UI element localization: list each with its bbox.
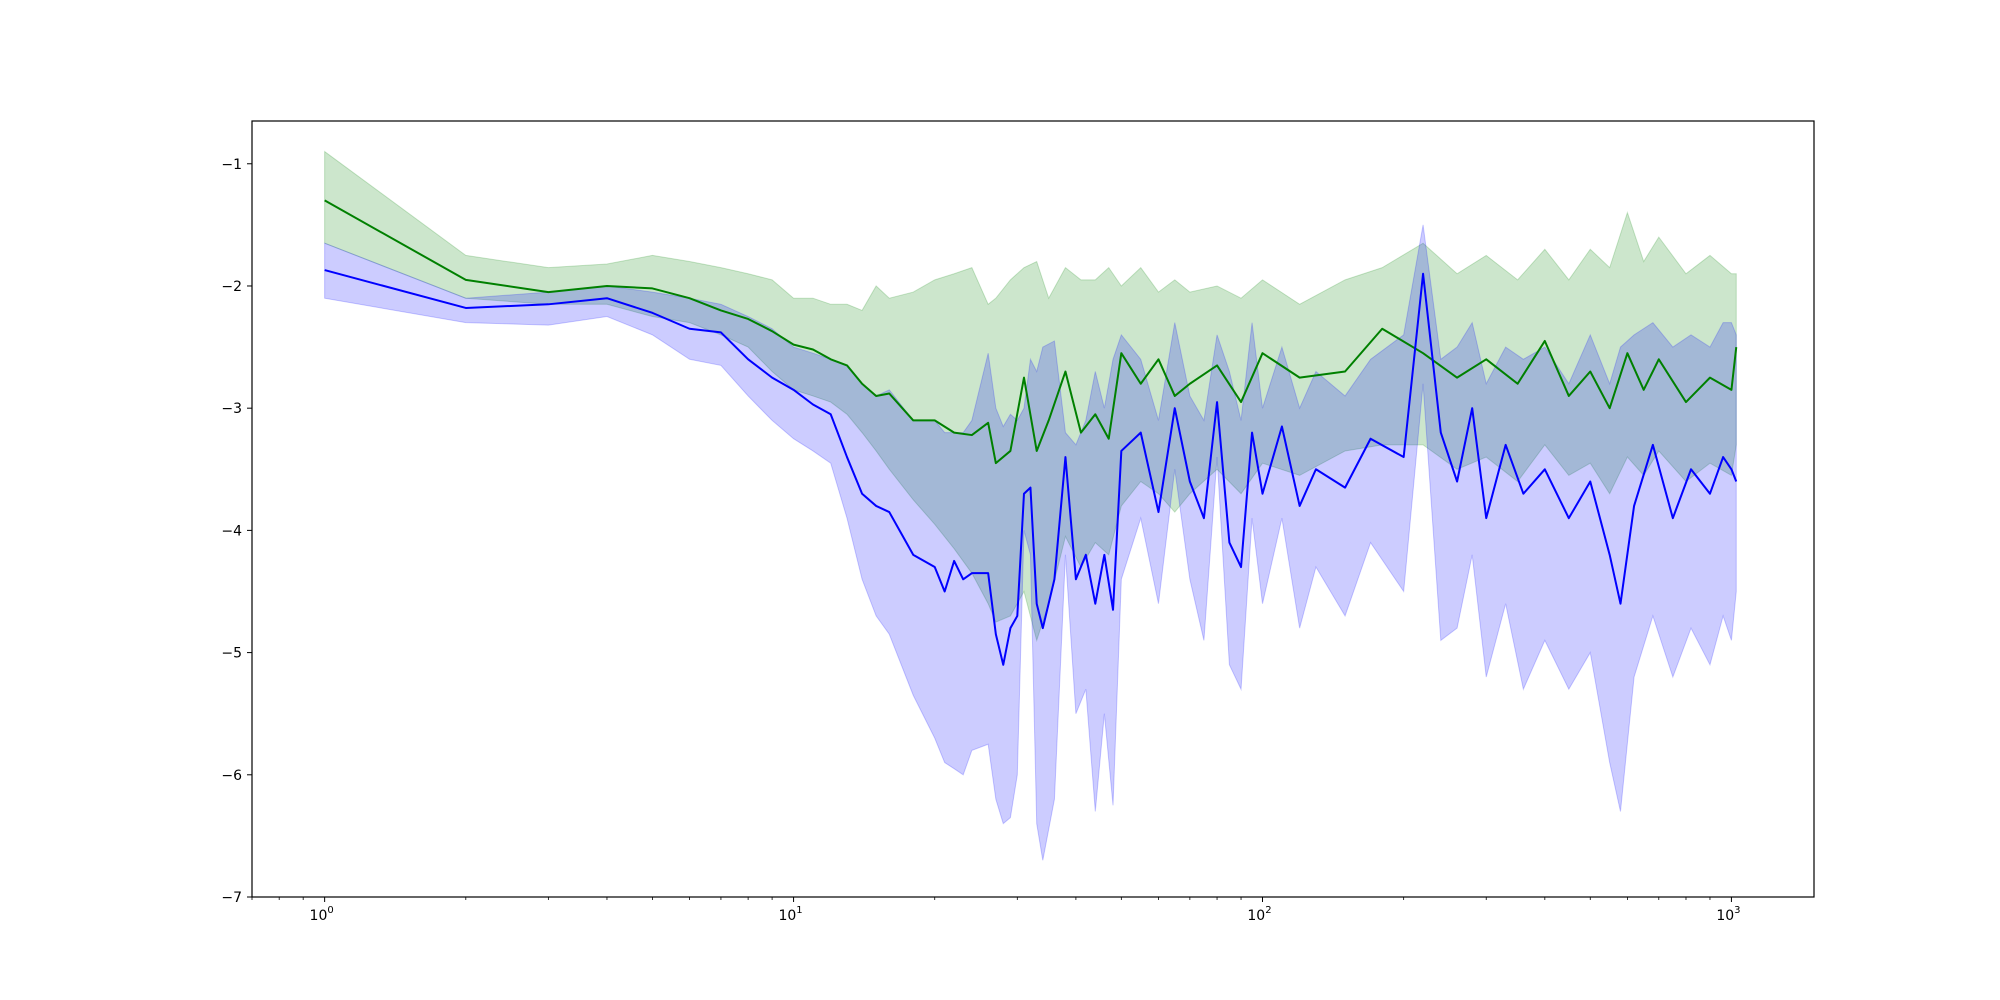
y-tick-label: −7 (221, 890, 242, 906)
y-tick-label: −1 (221, 157, 242, 173)
y-tick-label: −2 (221, 279, 242, 295)
x-tick-label: 103 (1716, 905, 1740, 924)
series-1-line (324, 269, 1738, 666)
y-tick-label: −6 (221, 768, 242, 784)
axes-frame (251, 120, 1815, 898)
series-1-band (324, 224, 1737, 861)
y-tick-label: −3 (221, 401, 242, 417)
plot-area (324, 150, 1738, 861)
series-0-line (324, 199, 1738, 465)
y-axis: −1 −2 −3 −4 −5 −6 −7 (221, 157, 252, 906)
x-tick-label: 100 (310, 905, 334, 924)
series-0-band (324, 150, 1737, 643)
x-tick-label: 102 (1247, 905, 1271, 924)
x-tick-label: 101 (778, 905, 802, 924)
y-tick-label: −5 (221, 646, 242, 662)
y-tick-label: −4 (221, 523, 242, 539)
